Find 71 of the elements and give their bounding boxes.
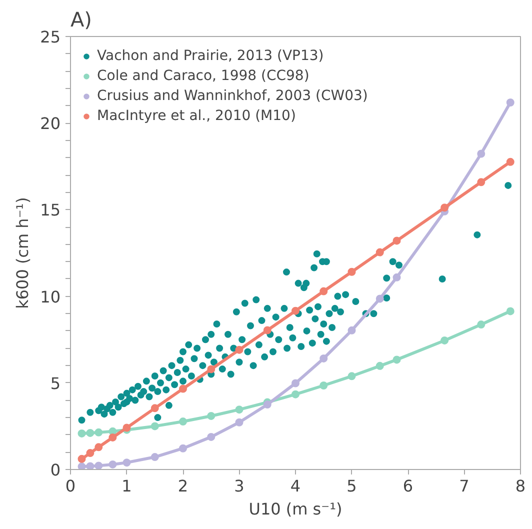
point (86, 449, 94, 458)
point (292, 390, 300, 398)
point (86, 462, 94, 470)
point (348, 372, 356, 380)
point (108, 460, 117, 468)
point (207, 412, 216, 420)
point (292, 306, 300, 315)
x-tick-label: 8 (515, 476, 526, 496)
point (392, 356, 401, 364)
point (150, 404, 159, 412)
point (320, 287, 328, 296)
x-tick-label: 4 (290, 476, 301, 496)
point (207, 432, 216, 441)
point (179, 444, 187, 452)
point (94, 443, 103, 452)
point (376, 248, 384, 256)
point (263, 326, 272, 334)
point (263, 400, 272, 409)
x-tick-label: 1 (122, 476, 132, 496)
point (506, 307, 514, 316)
point (179, 384, 187, 393)
point (78, 462, 86, 470)
x-tick-label: 2 (178, 476, 188, 496)
point (86, 428, 94, 437)
point (292, 379, 300, 388)
point (392, 273, 401, 282)
point (440, 204, 449, 212)
point (94, 428, 103, 436)
point (78, 429, 86, 438)
x-tick-label: 3 (234, 476, 244, 496)
point (376, 362, 384, 370)
point (320, 354, 328, 362)
point (392, 236, 401, 245)
point (108, 433, 117, 442)
point (320, 382, 328, 390)
y-tick-label: 0 (50, 460, 61, 480)
point (179, 418, 187, 426)
legend-label: Vachon and Prairie, 2013 (VP13) (97, 47, 324, 65)
point (506, 98, 514, 106)
y-tick-label: 10 (40, 287, 60, 306)
point (235, 418, 244, 426)
point (235, 406, 244, 414)
point (122, 458, 131, 467)
x-tick-label: 5 (346, 476, 357, 496)
y-tick-label: 20 (40, 114, 60, 134)
point (440, 336, 449, 344)
point (150, 453, 159, 462)
point (348, 268, 356, 276)
point (150, 422, 159, 430)
y-tick-label: 5 (50, 374, 61, 393)
legend-label: Crusius and Wanninkhof, 2003 (CW03) (97, 87, 368, 105)
point (477, 150, 486, 158)
legend-label: MacIntyre et al., 2010 (M10) (97, 107, 296, 125)
x-axis-title: U10 (m s⁻¹) (248, 500, 342, 518)
x-tick-label: 6 (402, 476, 414, 496)
point (506, 158, 514, 166)
point (78, 454, 86, 463)
legend-label: Cole and Caraco, 1998 (CC98) (97, 67, 310, 85)
y-axis-title: k600 (cm h⁻¹) (13, 197, 32, 309)
y-tick-label: 15 (40, 200, 60, 220)
point (207, 365, 216, 374)
point (94, 462, 103, 470)
point (235, 346, 244, 354)
point (477, 320, 486, 329)
y-tick-label: 25 (40, 28, 60, 46)
x-tick-label: 7 (459, 476, 470, 496)
chart-title: A) (70, 8, 92, 32)
x-tick-label: 0 (65, 476, 76, 496)
point (376, 294, 384, 303)
point (477, 178, 486, 186)
point (348, 326, 356, 334)
